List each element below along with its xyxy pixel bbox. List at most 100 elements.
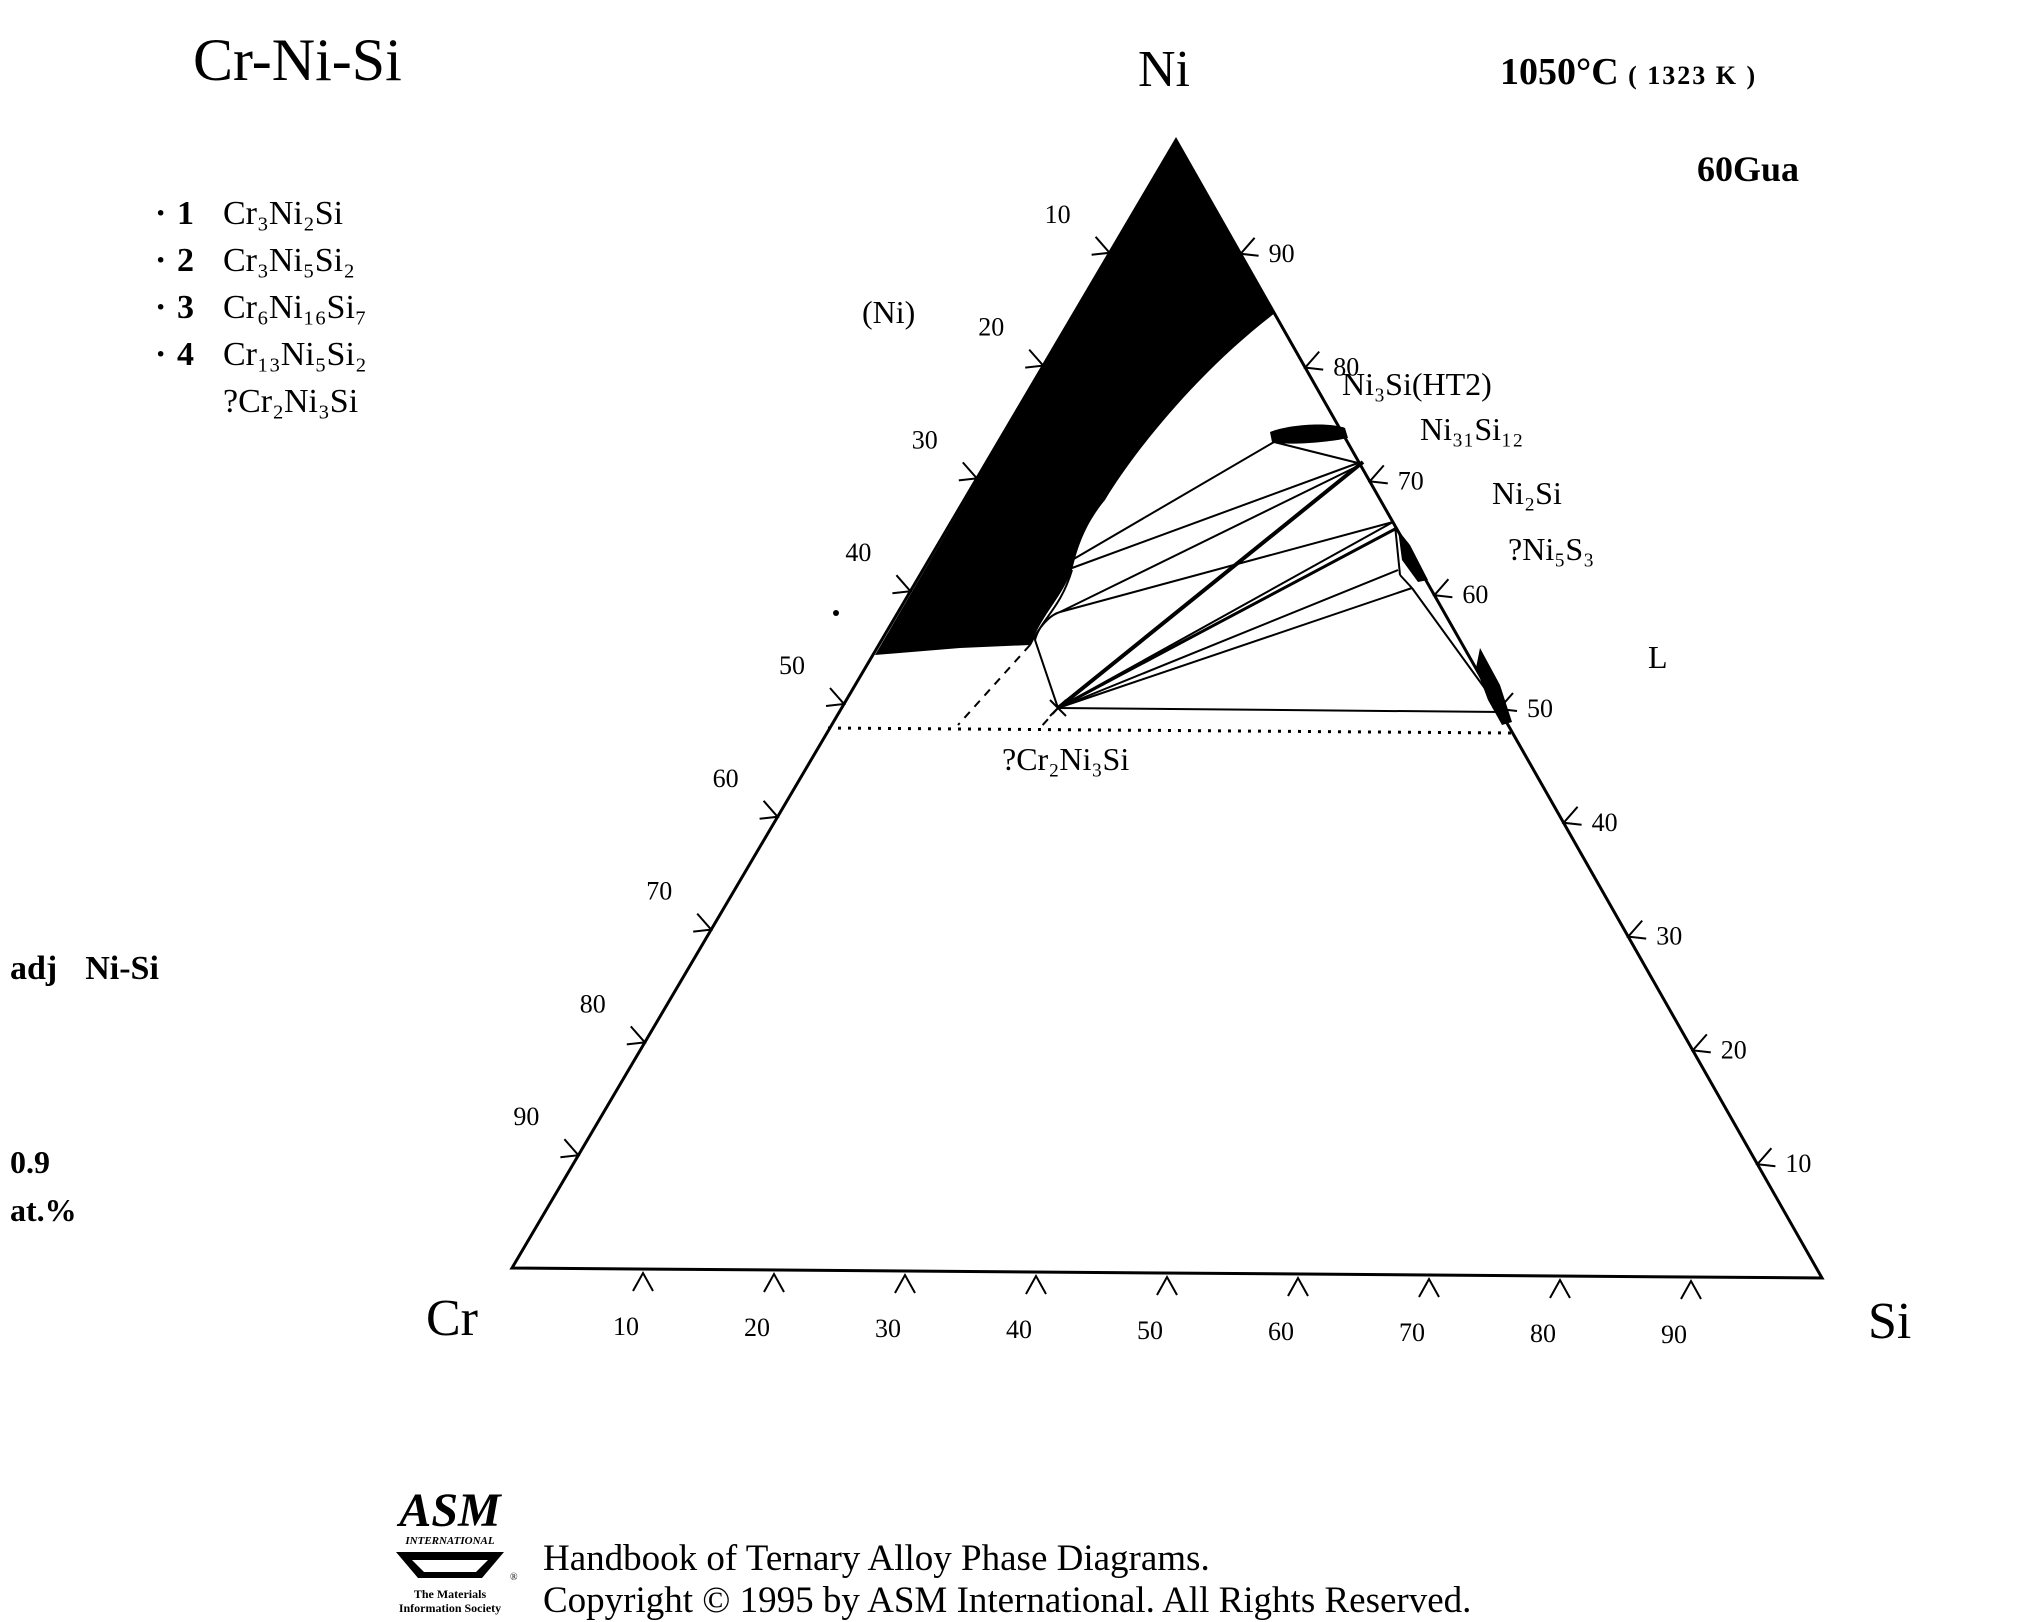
tick-label: 30 [912, 425, 938, 454]
tick-mark [626, 1025, 647, 1046]
logo-text: ASM [396, 1484, 503, 1537]
tick-mark [1755, 1147, 1776, 1168]
footer-text: Handbook of Ternary Alloy Phase Diagrams… [543, 1538, 1471, 1622]
logo-sub-international: INTERNATIONAL [404, 1535, 495, 1547]
tick-mark [1238, 237, 1259, 257]
tick-label: 30 [1656, 922, 1682, 951]
tick-label: 60 [713, 764, 739, 793]
tick-mark [892, 574, 913, 595]
legend-questionable: ?Cr₂Ni₃Si [223, 383, 359, 420]
tick-mark [632, 1270, 654, 1292]
tick-label: 80 [580, 989, 606, 1018]
tick-label: 70 [1399, 1318, 1425, 1347]
tick-mark [1025, 348, 1046, 369]
asm-logo: ASM INTERNATIONAL ® The Materials Inform… [396, 1484, 518, 1615]
scale-value: 0.9 [10, 1144, 50, 1180]
bullet-icon: · [155, 289, 167, 326]
phase-label-liquid: L [1648, 639, 1668, 675]
ni3si-phase-region [1270, 424, 1348, 444]
tick-label: 40 [1592, 808, 1618, 837]
tick-mark [958, 461, 979, 482]
stray-dot [833, 610, 839, 616]
tick-label: 50 [1137, 1316, 1163, 1345]
registered-icon: ® [510, 1572, 518, 1583]
tick-label: 50 [1527, 694, 1553, 723]
tick-label: 80 [1333, 353, 1359, 382]
phase-label-ni5s3: ?Ni₅S₃ [1508, 531, 1594, 567]
tick-mark [1287, 1275, 1309, 1297]
tick-label: 60 [1268, 1317, 1294, 1346]
vertex-label-cr: Cr [426, 1290, 478, 1347]
tick-label: 10 [1785, 1149, 1811, 1178]
ni5si3-phase-region [1398, 530, 1428, 582]
tick-label: 60 [1462, 580, 1488, 609]
logo-sub-society: Information Society [399, 1601, 501, 1615]
legend-formula: Cr₃Ni₂Si [223, 195, 344, 232]
adjacent-system-label: adj Ni-Si [10, 950, 159, 988]
liquid-sliver-region [1476, 648, 1512, 725]
tick-label: 20 [1721, 1035, 1747, 1064]
tick-mark [1549, 1277, 1571, 1299]
scale-unit: at.% [10, 1192, 77, 1228]
cr2ni3si-point-marker [1049, 699, 1067, 717]
legend-number: 4 [177, 336, 194, 373]
tick-label: 40 [845, 538, 871, 567]
bullet-icon: · [155, 336, 167, 373]
logo-sub-materials: The Materials [414, 1587, 487, 1601]
legend-number: 2 [177, 242, 194, 279]
dotted-boundary [827, 726, 1513, 735]
tick-label: 20 [978, 313, 1004, 342]
tick-mark [825, 687, 847, 707]
phase-label-ni: (Ni) [862, 294, 915, 330]
phase-label-ni31si12: Ni₃₁Si₁₂ [1420, 411, 1523, 447]
tick-mark [1680, 1278, 1702, 1300]
tick-mark [1626, 919, 1647, 940]
tick-mark [693, 912, 714, 933]
tick-mark [1367, 464, 1388, 485]
tick-label: 40 [1006, 1315, 1032, 1344]
tick-mark [763, 1271, 785, 1293]
compound-legend: · 1 Cr₃Ni₂Si · 2 Cr₃Ni₅Si₂ · 3 Cr₆Ni₁₆Si… [155, 190, 367, 425]
logo-shape-icon [396, 1552, 504, 1578]
tick-label: 70 [1398, 466, 1424, 495]
tick-mark [560, 1138, 581, 1159]
tick-label: 10 [1045, 200, 1071, 229]
legend-formula: Cr₃Ni₅Si₂ [223, 242, 355, 279]
diagram-title: Cr-Ni-Si [193, 27, 402, 93]
legend-item: · 4 Cr₁₃Ni₅Si₂ [155, 331, 367, 378]
tick-mark [1690, 1033, 1711, 1054]
phase-boundary-line [1033, 569, 1073, 709]
adj-system: Ni-Si [85, 950, 159, 987]
legend-formula: Cr₁₃Ni₅Si₂ [223, 336, 367, 373]
temperature-celsius: 1050°C [1500, 51, 1619, 93]
tick-mark [1418, 1276, 1440, 1298]
tick-label: 50 [779, 651, 805, 680]
tick-mark [1561, 806, 1582, 826]
tick-mark [1025, 1273, 1047, 1295]
phase-label-cr2ni3si: ?Cr₂Ni₃Si [1002, 741, 1129, 777]
legend-item: · 1 Cr₃Ni₂Si [155, 190, 367, 237]
legend-number: 3 [177, 289, 194, 326]
dashed-boundary [957, 644, 1059, 729]
tick-mark [1496, 692, 1518, 712]
tick-mark [894, 1272, 916, 1294]
adj-label: adj [10, 950, 58, 987]
tick-label: 80 [1530, 1319, 1556, 1348]
tick-mark [1156, 1274, 1178, 1296]
vertex-label-ni: Ni [1138, 41, 1190, 98]
tick-label: 10 [613, 1312, 639, 1341]
vertex-label-si: Si [1868, 1293, 1911, 1350]
legend-item: · 2 Cr₃Ni₅Si₂ [155, 237, 367, 284]
bullet-icon: · [155, 242, 167, 279]
tick-label: 30 [875, 1314, 901, 1343]
legend-number: 1 [177, 195, 194, 232]
footer-line-2: Copyright © 1995 by ASM International. A… [543, 1580, 1472, 1621]
ni-solid-solution-region [875, 140, 1275, 655]
temperature-label: 1050°C ( 1323 K ) [1500, 50, 1757, 94]
bullet-icon: · [155, 195, 167, 232]
reference-code: 60Gua [1697, 149, 1800, 189]
tick-label: 90 [1661, 1320, 1687, 1349]
phase-label-ni2si: Ni₂Si [1492, 475, 1562, 511]
tick-mark [759, 800, 780, 820]
